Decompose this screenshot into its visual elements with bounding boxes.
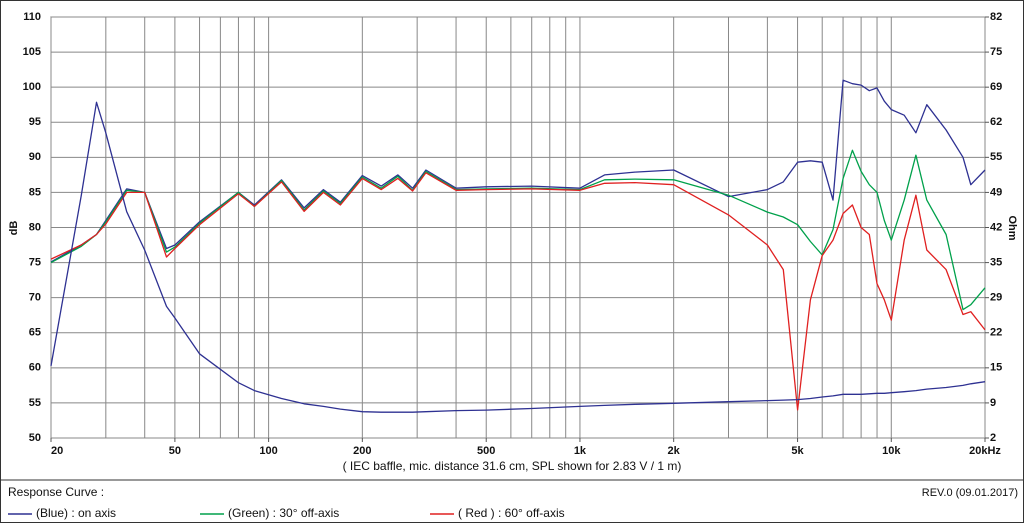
y2-tick-label: 82 xyxy=(990,11,1002,23)
y-tick-label: 70 xyxy=(29,292,41,304)
y2-tick-label: 75 xyxy=(990,46,1002,58)
y-tick-label: 110 xyxy=(23,11,41,23)
y2-tick-label: 49 xyxy=(990,186,1002,198)
y-tick-label: 55 xyxy=(29,397,41,409)
y-axis-label: dB xyxy=(8,221,20,236)
series-line xyxy=(50,101,986,413)
y2-tick-label: 35 xyxy=(990,256,1002,268)
revision: REV.0 (09.01.2017) xyxy=(922,487,1018,499)
x-tick-label: 2k xyxy=(668,445,681,457)
y2-tick-label: 55 xyxy=(990,151,1002,163)
y2-axis-label: Ohm xyxy=(1006,215,1018,240)
legend-label: ( Red ) : 60° off-axis xyxy=(458,506,565,520)
y2-tick-label: 15 xyxy=(990,362,1002,374)
y2-tick-label: 29 xyxy=(990,292,1002,304)
series-line xyxy=(50,149,986,311)
x-tick-label: 20kHz xyxy=(969,445,1001,457)
y2-tick-label: 69 xyxy=(990,81,1002,93)
series-line xyxy=(50,172,986,411)
y-tick-label: 50 xyxy=(29,432,41,444)
legend-label: (Blue) : on axis xyxy=(36,506,116,520)
y-tick-label: 105 xyxy=(23,46,41,58)
legend-label: (Green) : 30° off-axis xyxy=(228,506,339,520)
y-tick-label: 90 xyxy=(29,151,41,163)
x-tick-label: 10k xyxy=(882,445,901,457)
x-tick-label: 500 xyxy=(477,445,495,457)
x-axis-label: ( IEC baffle, mic. distance 31.6 cm, SPL… xyxy=(343,459,682,473)
y-tick-label: 85 xyxy=(29,186,41,198)
x-tick-label: 20 xyxy=(51,445,63,457)
x-tick-label: 1k xyxy=(574,445,587,457)
legend-title: Response Curve : xyxy=(8,485,104,499)
y-tick-label: 100 xyxy=(23,81,41,93)
y2-tick-label: 22 xyxy=(990,327,1002,339)
x-tick-label: 50 xyxy=(169,445,181,457)
y-tick-label: 80 xyxy=(29,221,41,233)
y2-tick-label: 42 xyxy=(990,221,1002,233)
x-tick-label: 5k xyxy=(791,445,804,457)
y-tick-label: 65 xyxy=(29,327,41,339)
y-tick-label: 75 xyxy=(29,256,41,268)
y-tick-label: 60 xyxy=(29,362,41,374)
y2-tick-label: 9 xyxy=(990,397,996,409)
series-line xyxy=(50,79,986,263)
y2-tick-label: 2 xyxy=(990,432,996,444)
x-tick-label: 100 xyxy=(259,445,277,457)
x-tick-label: 200 xyxy=(353,445,371,457)
y-tick-label: 95 xyxy=(29,116,41,128)
y2-tick-label: 62 xyxy=(990,116,1002,128)
